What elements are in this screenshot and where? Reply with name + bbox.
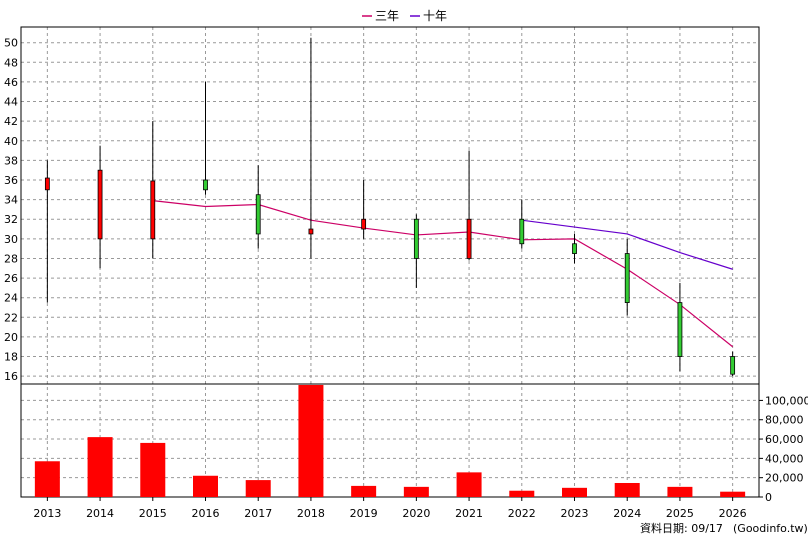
- candle-2025: [677, 282, 683, 372]
- plot-frames: [20, 26, 763, 501]
- price-tick-label: 18: [4, 351, 18, 364]
- category-tick-label: 2026: [719, 507, 747, 520]
- candle-2019: [361, 180, 367, 239]
- volume-tick-label: 20,000: [765, 472, 804, 485]
- price-tick-label: 22: [4, 311, 18, 324]
- price-candles: [44, 37, 736, 377]
- volume-bar-2020: [403, 486, 429, 497]
- candle-2017: [255, 165, 261, 249]
- price-tick-label: 34: [4, 194, 18, 207]
- candle-body: [308, 228, 314, 235]
- category-tick-label: 2025: [666, 507, 694, 520]
- volume-bar-2025: [667, 486, 693, 497]
- volume-bars: [34, 384, 746, 497]
- candle-body: [413, 218, 419, 259]
- source-label: (Goodinfo.tw): [733, 522, 808, 535]
- volume-bar-2019: [351, 485, 377, 497]
- category-tick-label: 2016: [192, 507, 220, 520]
- price-tick-label: 30: [4, 233, 18, 246]
- ma-line-3yr: [152, 199, 734, 348]
- category-tick-label: 2014: [86, 507, 114, 520]
- volume-panel-frame: [20, 383, 760, 498]
- price-tick-label: 24: [4, 292, 18, 305]
- category-tick-label: 2023: [561, 507, 589, 520]
- volume-tick-label: 80,000: [765, 414, 804, 427]
- price-tick-label: 20: [4, 331, 18, 344]
- price-tick-label: 32: [4, 213, 18, 226]
- legend-label-10yr: 十年: [423, 9, 447, 23]
- price-tick-label: 26: [4, 272, 18, 285]
- price-tick-label: 48: [4, 56, 18, 69]
- candle-body: [203, 179, 208, 191]
- candle-2024: [624, 238, 630, 316]
- candle-body: [624, 253, 630, 303]
- candle-body: [572, 243, 577, 254]
- candle-2013: [44, 160, 50, 303]
- candle-body: [255, 194, 261, 235]
- candle-body: [97, 169, 103, 240]
- candle-body: [730, 356, 736, 375]
- volume-bar-2013: [34, 461, 60, 497]
- candle-2016: [203, 81, 208, 195]
- volume-tick-label: 100,000: [765, 394, 808, 407]
- volume-bar-2015: [140, 442, 166, 497]
- candle-body: [519, 218, 525, 245]
- legend-label-3yr: 三年: [375, 9, 399, 23]
- candle-2018: [308, 37, 314, 259]
- moving-average-lines: [152, 199, 734, 348]
- axis-tick-labels: 161820222426283032343638404244464850020,…: [4, 37, 808, 520]
- candle-2026: [730, 351, 736, 377]
- volume-bar-2026: [720, 491, 746, 497]
- volume-bar-2021: [456, 472, 482, 497]
- category-tick-label: 2013: [33, 507, 61, 520]
- category-tick-label: 2015: [139, 507, 167, 520]
- volume-tick-label: 60,000: [765, 433, 804, 446]
- candle-2014: [97, 145, 103, 269]
- candle-body: [677, 302, 683, 357]
- volume-bar-2023: [562, 487, 587, 497]
- category-tick-label: 2018: [297, 507, 325, 520]
- price-tick-label: 36: [4, 174, 18, 187]
- volume-bar-2014: [87, 437, 113, 497]
- candle-body: [44, 177, 50, 191]
- volume-bar-2018: [298, 384, 324, 497]
- price-tick-label: 38: [4, 154, 18, 167]
- candle-2021: [466, 150, 472, 261]
- volume-bar-2016: [193, 475, 218, 497]
- category-tick-label: 2021: [455, 507, 483, 520]
- ma-line-10yr: [521, 219, 733, 270]
- price-tick-label: 40: [4, 135, 18, 148]
- category-tick-label: 2020: [402, 507, 430, 520]
- candle-2022: [519, 199, 525, 249]
- data-date-label: 資料日期: 09/17: [640, 521, 723, 535]
- candle-body: [150, 180, 156, 240]
- volume-tick-label: 0: [765, 491, 772, 504]
- price-tick-label: 16: [4, 370, 18, 383]
- candle-2015: [150, 121, 156, 259]
- volume-bar-2017: [245, 480, 271, 497]
- price-tick-label: 42: [4, 115, 18, 128]
- candle-body: [466, 218, 472, 259]
- legend: 三年 十年: [362, 9, 447, 23]
- volume-bar-2024: [614, 482, 640, 497]
- price-tick-label: 28: [4, 252, 18, 265]
- candle-body: [361, 218, 367, 230]
- category-tick-label: 2019: [350, 507, 378, 520]
- category-tick-label: 2022: [508, 507, 536, 520]
- candle-2023: [572, 233, 577, 264]
- price-tick-label: 50: [4, 37, 18, 50]
- price-tick-label: 46: [4, 76, 18, 89]
- candle-2020: [413, 214, 419, 288]
- volume-bar-2022: [509, 490, 535, 497]
- category-tick-label: 2017: [244, 507, 272, 520]
- price-tick-label: 44: [4, 96, 18, 109]
- category-tick-label: 2024: [613, 507, 641, 520]
- volume-tick-label: 40,000: [765, 452, 804, 465]
